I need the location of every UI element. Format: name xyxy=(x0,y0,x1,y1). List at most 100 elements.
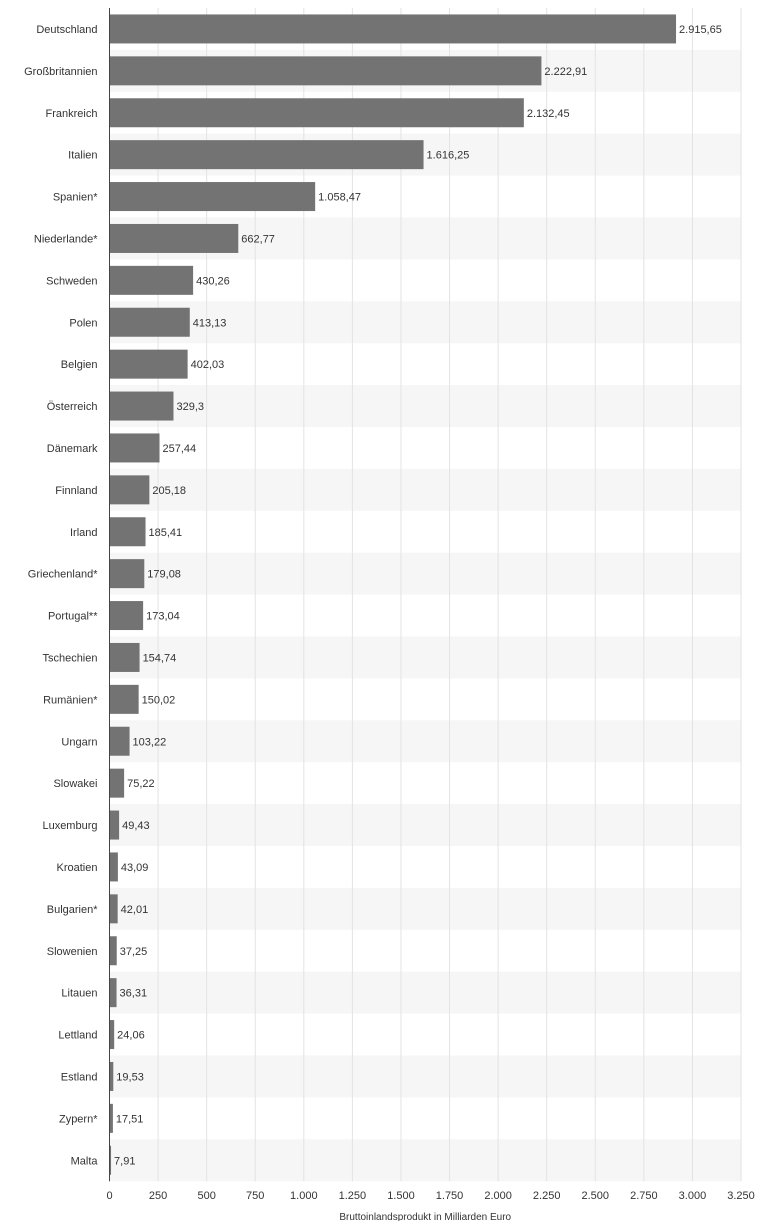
category-label: Italien xyxy=(68,150,97,162)
data-label: 413,13 xyxy=(193,317,227,329)
data-label: 257,44 xyxy=(163,443,197,455)
category-label: Estland xyxy=(61,1071,98,1083)
category-label: Finnland xyxy=(55,485,97,497)
bar xyxy=(109,140,424,170)
row-band xyxy=(109,720,741,763)
bar xyxy=(109,349,188,379)
category-label: Niederlande* xyxy=(34,233,98,245)
bar xyxy=(109,182,316,212)
row-band xyxy=(109,301,741,344)
data-label: 103,22 xyxy=(133,736,167,748)
bar xyxy=(109,223,239,253)
data-label: 402,03 xyxy=(191,359,225,371)
row-band xyxy=(109,1055,741,1098)
bar xyxy=(109,936,117,966)
data-label: 2.132,45 xyxy=(527,108,570,120)
bar xyxy=(109,98,524,128)
category-label: Dänemark xyxy=(47,443,98,455)
x-tick-label: 1.750 xyxy=(436,1190,464,1202)
data-label: 17,51 xyxy=(116,1113,144,1125)
data-label: 2.222,91 xyxy=(544,66,587,78)
category-label: Kroatien xyxy=(57,862,98,874)
data-label: 19,53 xyxy=(116,1071,144,1083)
bars-group xyxy=(109,14,677,1175)
value-labels-group: 2.915,65 2.222,91 2.132,45 1.616,25 1.058,47… xyxy=(114,24,722,1167)
bar xyxy=(109,726,130,756)
bar xyxy=(109,894,118,924)
data-label: 179,08 xyxy=(147,569,181,581)
bar xyxy=(109,684,139,714)
data-label: 37,25 xyxy=(120,946,148,958)
category-label: Polen xyxy=(69,317,97,329)
x-tick-label: 250 xyxy=(149,1190,167,1202)
row-band xyxy=(109,971,741,1014)
category-label: Belgien xyxy=(61,359,98,371)
category-label: Spanien* xyxy=(53,192,98,204)
x-tick-label: 0 xyxy=(106,1190,112,1202)
x-tick-label: 1.250 xyxy=(339,1190,367,1202)
row-band xyxy=(109,804,741,846)
category-label: Deutschland xyxy=(36,24,97,36)
row-band xyxy=(109,385,741,427)
x-tick-label: 2.500 xyxy=(582,1190,610,1202)
category-label: Slowakei xyxy=(53,778,97,790)
category-labels-group: Deutschland Großbritannien Frankreich Itali… xyxy=(24,24,98,1167)
category-label: Rumänien* xyxy=(43,694,98,706)
x-tick-label: 3.000 xyxy=(679,1190,707,1202)
row-band xyxy=(109,887,741,930)
category-label: Frankreich xyxy=(46,108,98,120)
bar xyxy=(109,391,174,421)
bar xyxy=(109,1020,115,1050)
data-label: 7,91 xyxy=(114,1155,135,1167)
bar xyxy=(109,601,144,631)
data-label: 1.616,25 xyxy=(427,150,470,162)
data-label: 49,43 xyxy=(122,820,150,832)
category-label: Zypern* xyxy=(59,1113,98,1125)
data-label: 154,74 xyxy=(143,652,177,664)
category-label: Luxemburg xyxy=(42,820,97,832)
bar xyxy=(109,265,194,295)
bar xyxy=(109,642,140,672)
bar xyxy=(109,559,145,589)
x-tick-label: 2.000 xyxy=(484,1190,512,1202)
bar xyxy=(109,14,677,44)
bar xyxy=(109,307,190,337)
bar xyxy=(109,852,118,882)
row-band xyxy=(109,636,741,679)
x-tick-label: 2.250 xyxy=(533,1190,561,1202)
bar xyxy=(109,768,125,798)
category-label: Griechenland* xyxy=(28,569,98,581)
x-axis-title: Bruttoinlandsprodukt in Milliarden Euro xyxy=(339,1212,511,1221)
bar xyxy=(109,56,542,86)
x-tick-label: 3.250 xyxy=(727,1190,755,1202)
data-label: 205,18 xyxy=(152,485,186,497)
data-label: 329,3 xyxy=(176,401,204,413)
data-label: 1.058,47 xyxy=(318,192,361,204)
data-label: 43,09 xyxy=(121,862,149,874)
bar xyxy=(109,517,146,547)
category-label: Litauen xyxy=(61,988,97,1000)
data-label: 173,04 xyxy=(146,611,180,623)
row-band xyxy=(109,1139,741,1182)
bar xyxy=(109,1061,114,1091)
category-label: Tschechien xyxy=(42,652,97,664)
category-label: Malta xyxy=(71,1155,99,1167)
data-label: 150,02 xyxy=(142,694,176,706)
data-label: 75,22 xyxy=(127,778,155,790)
x-tick-labels-group: 0 250 500 750 1.000 1.250 1.500 1.750 2.000 2.250… xyxy=(106,1190,754,1202)
bar xyxy=(109,978,117,1008)
category-label: Irland xyxy=(70,527,98,539)
data-label: 662,77 xyxy=(241,233,275,245)
data-label: 42,01 xyxy=(121,904,149,916)
data-label: 430,26 xyxy=(196,275,230,287)
data-label: 24,06 xyxy=(117,1030,145,1042)
x-tick-label: 750 xyxy=(246,1190,264,1202)
row-band xyxy=(109,552,741,595)
data-label: 2.915,65 xyxy=(679,24,722,36)
category-label: Slowenien xyxy=(47,946,98,958)
gridlines xyxy=(157,8,742,1182)
bar xyxy=(109,1103,113,1133)
category-label: Österreich xyxy=(47,401,98,413)
